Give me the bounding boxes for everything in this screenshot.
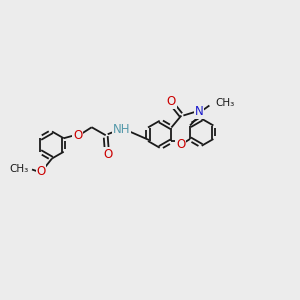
Text: CH₃: CH₃ [10,164,29,173]
Text: O: O [73,129,82,142]
Text: O: O [36,165,46,178]
Text: NH: NH [113,123,130,136]
Text: CH₃: CH₃ [215,98,235,107]
Text: N: N [195,105,204,118]
Text: O: O [176,137,185,151]
Text: O: O [103,148,112,161]
Text: O: O [167,95,176,108]
